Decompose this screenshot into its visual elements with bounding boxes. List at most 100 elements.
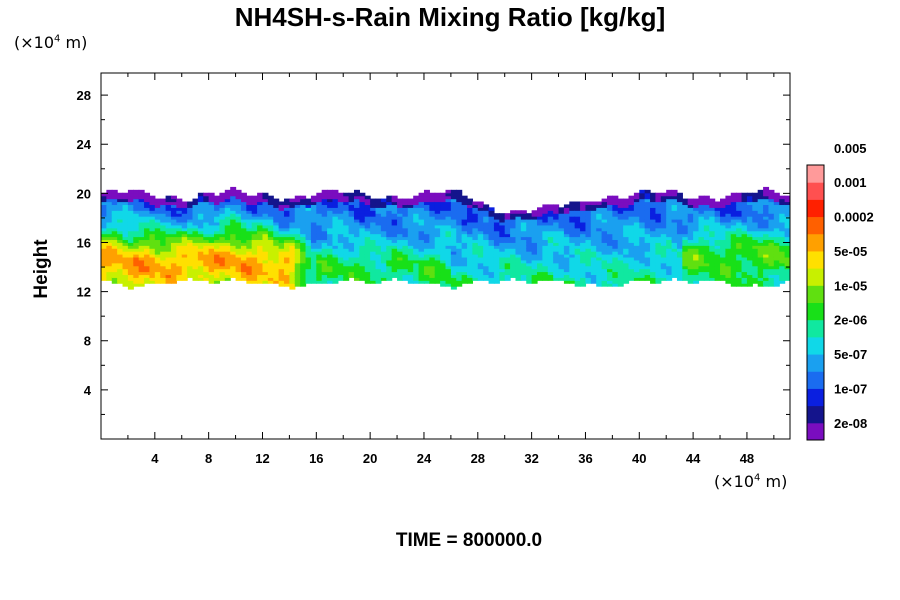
field-cell <box>294 236 301 241</box>
field-cell <box>154 236 161 241</box>
field-cell <box>580 201 587 206</box>
field-cell <box>687 265 694 270</box>
field-cell <box>558 236 565 241</box>
field-cell <box>493 233 500 238</box>
field-cell <box>746 198 753 203</box>
field-cell <box>407 233 414 238</box>
field-cell <box>693 245 700 249</box>
field-cell <box>515 233 522 238</box>
field-cell <box>144 216 151 220</box>
field-cell <box>526 239 533 243</box>
field-cell <box>300 219 307 223</box>
field-cell <box>693 233 700 238</box>
field-cell <box>224 213 231 217</box>
field-cell <box>773 210 780 214</box>
field-cell <box>461 236 468 241</box>
field-cell <box>644 204 651 208</box>
field-cell <box>402 242 409 246</box>
field-cell <box>289 268 296 273</box>
field-cell <box>483 230 490 235</box>
field-cell <box>429 216 436 220</box>
field-cell <box>574 283 581 287</box>
field-cell <box>106 254 113 258</box>
field-cell <box>138 254 145 258</box>
field-cell <box>483 265 490 270</box>
field-cell <box>413 198 420 203</box>
field-cell <box>461 204 468 208</box>
field-cell <box>391 195 398 200</box>
field-cell <box>429 198 436 203</box>
field-cell <box>537 274 543 278</box>
field-cell <box>208 251 215 255</box>
field-cell <box>687 251 694 255</box>
field-cell <box>294 265 301 270</box>
field-cell <box>181 236 188 241</box>
field-cell <box>515 268 522 273</box>
field-cell <box>563 245 570 249</box>
field-cell <box>687 213 694 217</box>
field-cell <box>628 207 635 211</box>
field-cell <box>434 256 441 261</box>
field-cell <box>187 224 194 229</box>
field-cell <box>504 259 511 264</box>
field-cell <box>499 268 506 273</box>
field-cell <box>251 195 258 200</box>
field-cell <box>601 245 608 249</box>
field-cell <box>483 277 490 281</box>
field-cell <box>230 192 237 197</box>
field-cell <box>353 236 360 241</box>
field-cell <box>580 283 587 287</box>
field-cell <box>580 259 587 264</box>
field-cell <box>456 265 463 270</box>
field-cell <box>676 195 683 200</box>
field-cell <box>623 224 630 229</box>
field-cell <box>305 230 312 235</box>
field-cell <box>214 262 221 267</box>
field-cell <box>407 227 414 232</box>
field-cell <box>601 204 608 208</box>
field-cell <box>219 216 226 220</box>
field-cell <box>214 239 221 243</box>
field-cell <box>353 271 360 276</box>
field-cell <box>736 192 743 197</box>
field-cell <box>773 271 780 276</box>
field-cell <box>698 204 705 208</box>
field-cell <box>773 201 780 206</box>
field-cell <box>644 207 651 211</box>
field-cell <box>133 189 140 194</box>
field-cell <box>197 271 204 276</box>
field-cell <box>219 227 226 232</box>
field-cell <box>650 274 657 278</box>
field-cell <box>203 227 210 232</box>
field-cell <box>725 224 732 229</box>
field-cell <box>402 219 409 223</box>
field-cell <box>660 192 667 197</box>
field-cell <box>181 230 188 235</box>
colorbar-swatch <box>807 216 824 235</box>
field-cell <box>757 192 764 197</box>
field-cell <box>246 207 253 211</box>
field-cell <box>230 233 237 238</box>
field-cell <box>763 268 770 273</box>
field-cell <box>693 274 700 278</box>
field-cell <box>397 268 404 273</box>
field-cell <box>558 245 565 249</box>
field-cell <box>391 242 398 246</box>
field-cell <box>310 198 317 203</box>
field-cell <box>650 256 657 261</box>
field-cell <box>370 219 377 223</box>
field-cell <box>736 283 743 287</box>
field-cell <box>370 262 377 267</box>
field-cell <box>768 201 775 206</box>
field-cell <box>520 277 527 281</box>
field-cell <box>289 210 296 214</box>
field-cell <box>467 248 474 252</box>
field-cell <box>693 236 700 241</box>
field-cell <box>160 251 167 255</box>
field-cell <box>294 248 301 252</box>
field-cell <box>176 213 183 217</box>
field-cell <box>418 219 425 223</box>
field-cell <box>230 256 237 261</box>
field-cell <box>224 201 231 206</box>
field-cell <box>542 221 549 226</box>
